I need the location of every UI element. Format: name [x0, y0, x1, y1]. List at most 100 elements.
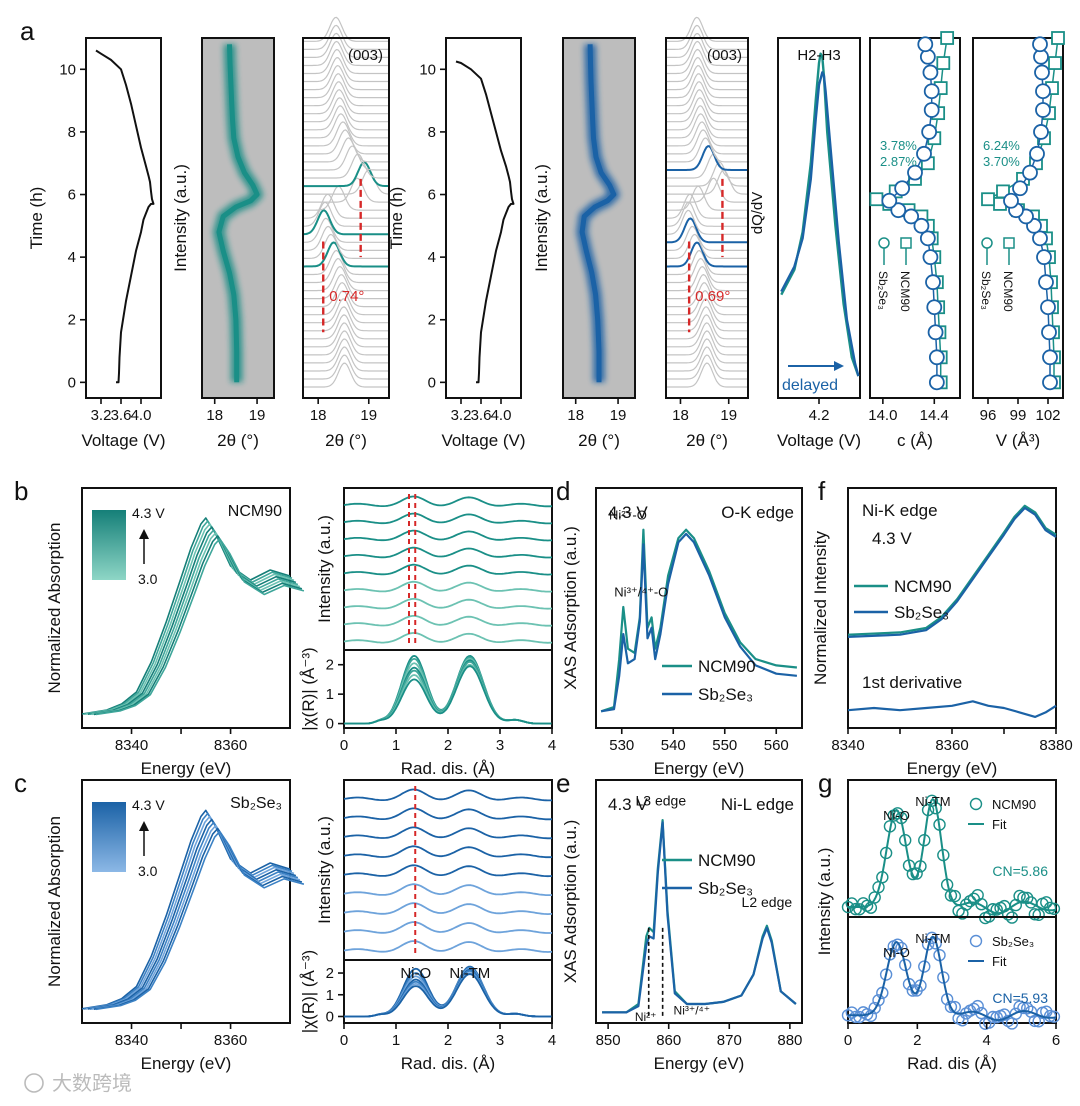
lattice-point-circle: [1036, 249, 1052, 266]
lattice-point-circle: [913, 217, 930, 234]
legend-label: Sb₂Se₃: [992, 934, 1034, 949]
colorbar-top-label: 4.3 V: [132, 797, 165, 813]
x-tick-label-e: 860: [656, 1032, 681, 1049]
fit-data-point: [1028, 908, 1042, 921]
lattice-point-circle: [927, 324, 944, 341]
contour-ridge: [579, 44, 617, 383]
fit-line: [848, 798, 1057, 915]
x-tick-label-f: 8360: [935, 737, 968, 754]
y-axis-label-c1: Normalized Absorption: [45, 816, 64, 987]
x-axis-label-d: Energy (eV): [654, 759, 745, 778]
panel-letter-c: c: [14, 768, 27, 798]
exafs-stack-curve: [343, 921, 553, 934]
x-tick-label-a2: 18: [206, 407, 223, 424]
y-axis-label-a1: Time (h): [27, 187, 46, 250]
y-axis-label-e: XAS Adsorption (a.u.): [561, 820, 580, 983]
xrd-pattern: [303, 56, 388, 83]
x-tick-label-b1: 8360: [214, 737, 247, 754]
exafs-stack-curve: [343, 902, 553, 915]
xrd-pattern: [666, 177, 747, 203]
xrd-pattern: [303, 290, 388, 316]
xrd-pattern: [666, 56, 747, 83]
xrd-pattern: [303, 201, 388, 227]
fit-data-point: [948, 889, 961, 903]
y-tick-label-a4: 6: [428, 187, 436, 204]
shift-label: 0.74°: [329, 288, 364, 305]
x-tick-label-a9: 96: [980, 407, 997, 424]
xrd-pattern: [666, 330, 747, 356]
y-axis-label-c3: |χ(R)| (Å⁻³): [299, 950, 318, 1033]
xrd-pattern: [303, 338, 388, 364]
x-axis-label-g2: Rad. dis (Å): [907, 1054, 997, 1073]
y-axis-label-f: Normalized Intensity: [811, 531, 830, 686]
lattice-point-square: [996, 184, 1010, 199]
peak-annotation: Ni³⁺/⁴⁺-O: [614, 585, 668, 600]
lattice-point-circle: [919, 230, 936, 247]
xrd-pattern: [303, 217, 388, 243]
peak-label-ni-tm: Ni-TM: [915, 794, 950, 809]
xrd-pattern: [666, 266, 747, 292]
lattice-point-circle: [1003, 192, 1019, 209]
strain-label: 6.24%: [983, 138, 1020, 153]
exafs-stack-curve: [343, 940, 553, 953]
lattice-point-circle: [923, 83, 940, 100]
lattice-point-circle: [890, 202, 907, 219]
fit-data-point: [1017, 1001, 1030, 1015]
legend-label: Fit: [992, 817, 1007, 832]
xrd-pattern: [303, 306, 388, 332]
x-tick-label-a9: 99: [1010, 407, 1027, 424]
chi-r-curve: [344, 665, 552, 725]
chi-r-curve: [344, 970, 552, 1018]
xrd-pattern: [666, 97, 747, 123]
legend-label: NCM90: [898, 271, 912, 312]
x-tick-label-a1: 3.2: [91, 407, 112, 424]
x-axis-label-a2: 2θ (°): [217, 431, 259, 450]
legend-label: Sb₂Se₃: [698, 879, 753, 898]
up-arrow-icon: [139, 529, 149, 539]
xrd-pattern: [666, 322, 747, 348]
xrd-pattern: [303, 257, 388, 284]
x-tick-label-d: 540: [661, 737, 686, 754]
x-tick-label-b3: 2: [444, 737, 452, 754]
legend-label: NCM90: [894, 577, 952, 596]
lattice-point-circle: [923, 102, 940, 118]
lattice-point-circle: [1012, 180, 1028, 197]
xrd-pattern: [303, 274, 388, 300]
x-tick-label-a2: 19: [249, 407, 266, 424]
xanes-curve: [95, 830, 305, 1011]
fit-data-point: [1047, 902, 1061, 915]
xas-line-sb2se3: [602, 821, 797, 1014]
x-tick-label-a5: 19: [610, 407, 627, 424]
exafs-stack-curve: [343, 632, 553, 644]
peak-annotation: Ni³⁺/⁴⁺: [674, 1004, 711, 1018]
edge-label: Ni-K edge: [862, 501, 938, 520]
x-tick-label-g2: 6: [1052, 1032, 1060, 1049]
peak-annotation: Ni²⁺: [635, 1010, 657, 1024]
xrd-pattern: [303, 354, 388, 380]
xrd-pattern: [666, 113, 747, 139]
exafs-stack-curve: [343, 512, 553, 525]
lattice-point-circle: [925, 274, 941, 291]
x-tick-label-c3: 3: [496, 1032, 504, 1049]
x-tick-label-a4: 3.6: [471, 407, 492, 424]
voltage-label: 4.3 V: [608, 795, 648, 814]
lattice-point-square: [936, 56, 951, 70]
xrd-pattern: [666, 362, 747, 388]
cn-label: CN=5.93: [992, 990, 1048, 1006]
x-tick-label-a4: 4.0: [491, 407, 512, 424]
x-tick-label-a3: 18: [310, 407, 327, 424]
panel-letter-f: f: [818, 476, 826, 506]
xrd-pattern: [666, 282, 747, 308]
y-tick-label-a1: 10: [59, 61, 76, 78]
peak-annotation: L2 edge: [742, 894, 793, 910]
x-axis-label-a7: Voltage (V): [777, 431, 861, 450]
xrd-pattern: [303, 137, 388, 163]
x-axis-label-a9: V (Å³): [996, 431, 1040, 450]
xrd-pattern: [303, 81, 388, 107]
fit-data-point: [872, 994, 885, 1007]
xrd-pattern: [666, 81, 747, 107]
x-tick-label-g2: 0: [844, 1032, 852, 1049]
fit-data-point: [879, 968, 893, 981]
edge-label: O-K edge: [721, 503, 794, 522]
fit-data-point: [868, 1001, 881, 1015]
